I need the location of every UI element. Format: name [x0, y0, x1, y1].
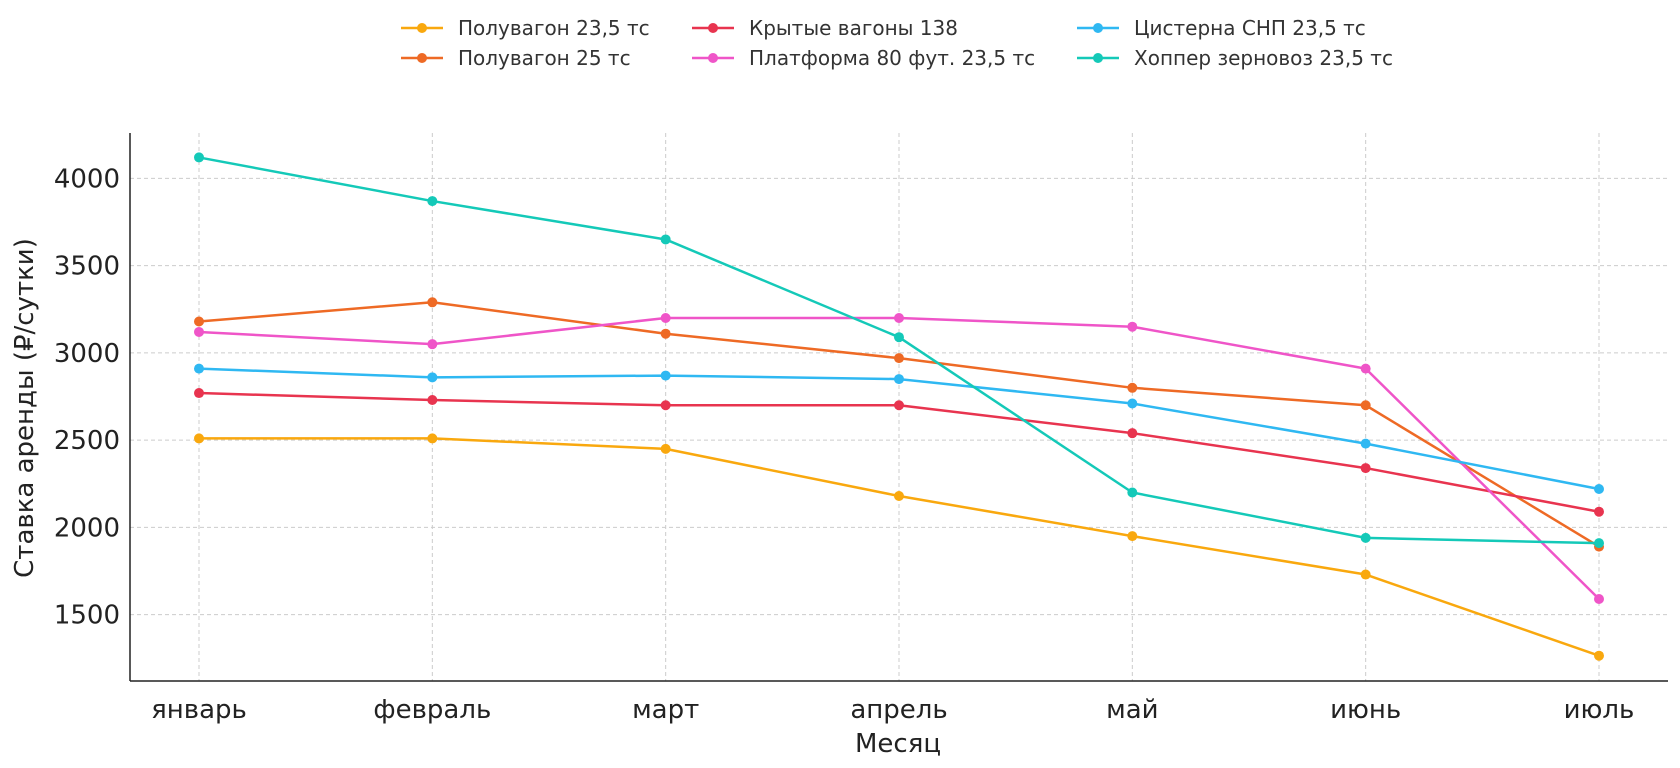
x-tick-label: февраль — [373, 695, 491, 725]
data-point — [427, 372, 438, 383]
y-tick-label: 1500 — [54, 601, 120, 631]
data-point — [894, 374, 904, 385]
data-point — [194, 433, 204, 444]
legend-marker — [417, 23, 427, 33]
data-point — [660, 312, 671, 323]
legend-label: Полувагон 23,5 тс — [458, 16, 650, 40]
x-tick-label: июнь — [1330, 695, 1401, 725]
x-tick-label: март — [632, 695, 699, 725]
data-point — [194, 152, 204, 163]
legend-item: Полувагон 23,5 тс — [401, 16, 650, 40]
series-2 — [194, 297, 1604, 552]
data-point — [1127, 398, 1138, 409]
data-point — [1360, 400, 1371, 411]
axes: 1500 2000 2500 3000 3500 4000 январь февраль мар… — [54, 133, 1668, 725]
data-point — [1127, 321, 1138, 332]
data-point — [427, 433, 438, 444]
data-point — [194, 363, 204, 374]
legend-marker — [708, 23, 718, 33]
data-point — [1594, 484, 1604, 495]
data-point — [894, 400, 904, 411]
series-4 — [194, 312, 1604, 604]
legend-item: Полувагон 25 тс — [401, 46, 631, 70]
legend-item: Платформа 80 фут. 23,5 тс — [692, 46, 1035, 70]
data-point — [1594, 506, 1604, 517]
data-point — [894, 353, 904, 364]
legend-label: Цистерна СНП 23,5 тс — [1134, 16, 1366, 40]
legend-label: Крытые вагоны 138 — [749, 16, 958, 40]
legend-item: Крытые вагоны 138 — [692, 16, 958, 40]
data-point — [1127, 382, 1138, 393]
data-point — [1360, 363, 1371, 374]
x-axis-title: Месяц — [855, 729, 941, 759]
data-point — [1360, 532, 1371, 543]
data-point — [194, 388, 204, 399]
legend-item: Хоппер зерновоз 23,5 тс — [1077, 46, 1393, 70]
legend-marker — [1093, 23, 1103, 33]
legend-item: Цистерна СНП 23,5 тс — [1077, 16, 1366, 40]
legend-label: Полувагон 25 тс — [458, 46, 631, 70]
y-axis-title: Ставка аренды (₽/сутки) — [10, 238, 40, 578]
legend-label: Платформа 80 фут. 23,5 тс — [749, 46, 1035, 70]
data-point — [194, 316, 204, 327]
legend-marker — [708, 53, 718, 63]
legend-marker — [417, 53, 427, 63]
x-tick-label: апрель — [850, 695, 947, 725]
series-5 — [194, 363, 1604, 495]
data-point — [894, 332, 904, 343]
data-point — [194, 326, 204, 337]
y-tick-label: 3000 — [54, 339, 120, 369]
series-3 — [194, 388, 1604, 517]
data-point — [660, 443, 671, 454]
data-point — [660, 328, 671, 339]
x-tick-label: июль — [1564, 695, 1635, 725]
data-point — [1594, 650, 1604, 661]
data-point — [427, 395, 438, 406]
data-point — [660, 370, 671, 381]
data-point — [1594, 538, 1604, 549]
legend-marker — [1093, 53, 1103, 63]
x-tick-label: май — [1106, 695, 1158, 725]
y-tick-label: 3500 — [54, 252, 120, 282]
data-point — [427, 297, 438, 308]
y-tick-label: 2500 — [54, 426, 120, 456]
series-lines — [194, 152, 1604, 661]
legend-label: Хоппер зерновоз 23,5 тс — [1134, 46, 1393, 70]
data-point — [1360, 438, 1371, 449]
series-6 — [194, 152, 1604, 549]
data-point — [1127, 428, 1138, 439]
data-point — [894, 491, 904, 502]
data-point — [1360, 569, 1371, 580]
data-point — [660, 400, 671, 411]
x-tick-label: январь — [151, 695, 247, 725]
data-point — [1594, 593, 1604, 604]
data-point — [427, 196, 438, 207]
data-point — [894, 312, 904, 323]
data-point — [1127, 487, 1138, 498]
data-point — [1360, 463, 1371, 474]
y-tick-label: 4000 — [54, 164, 120, 194]
legend: Полувагон 23,5 тс Полувагон 25 тс Крытые в… — [401, 16, 1393, 70]
data-point — [660, 234, 671, 245]
data-point — [1127, 531, 1138, 542]
data-point — [427, 339, 438, 350]
y-tick-label: 2000 — [54, 513, 120, 543]
series-1 — [194, 433, 1604, 661]
